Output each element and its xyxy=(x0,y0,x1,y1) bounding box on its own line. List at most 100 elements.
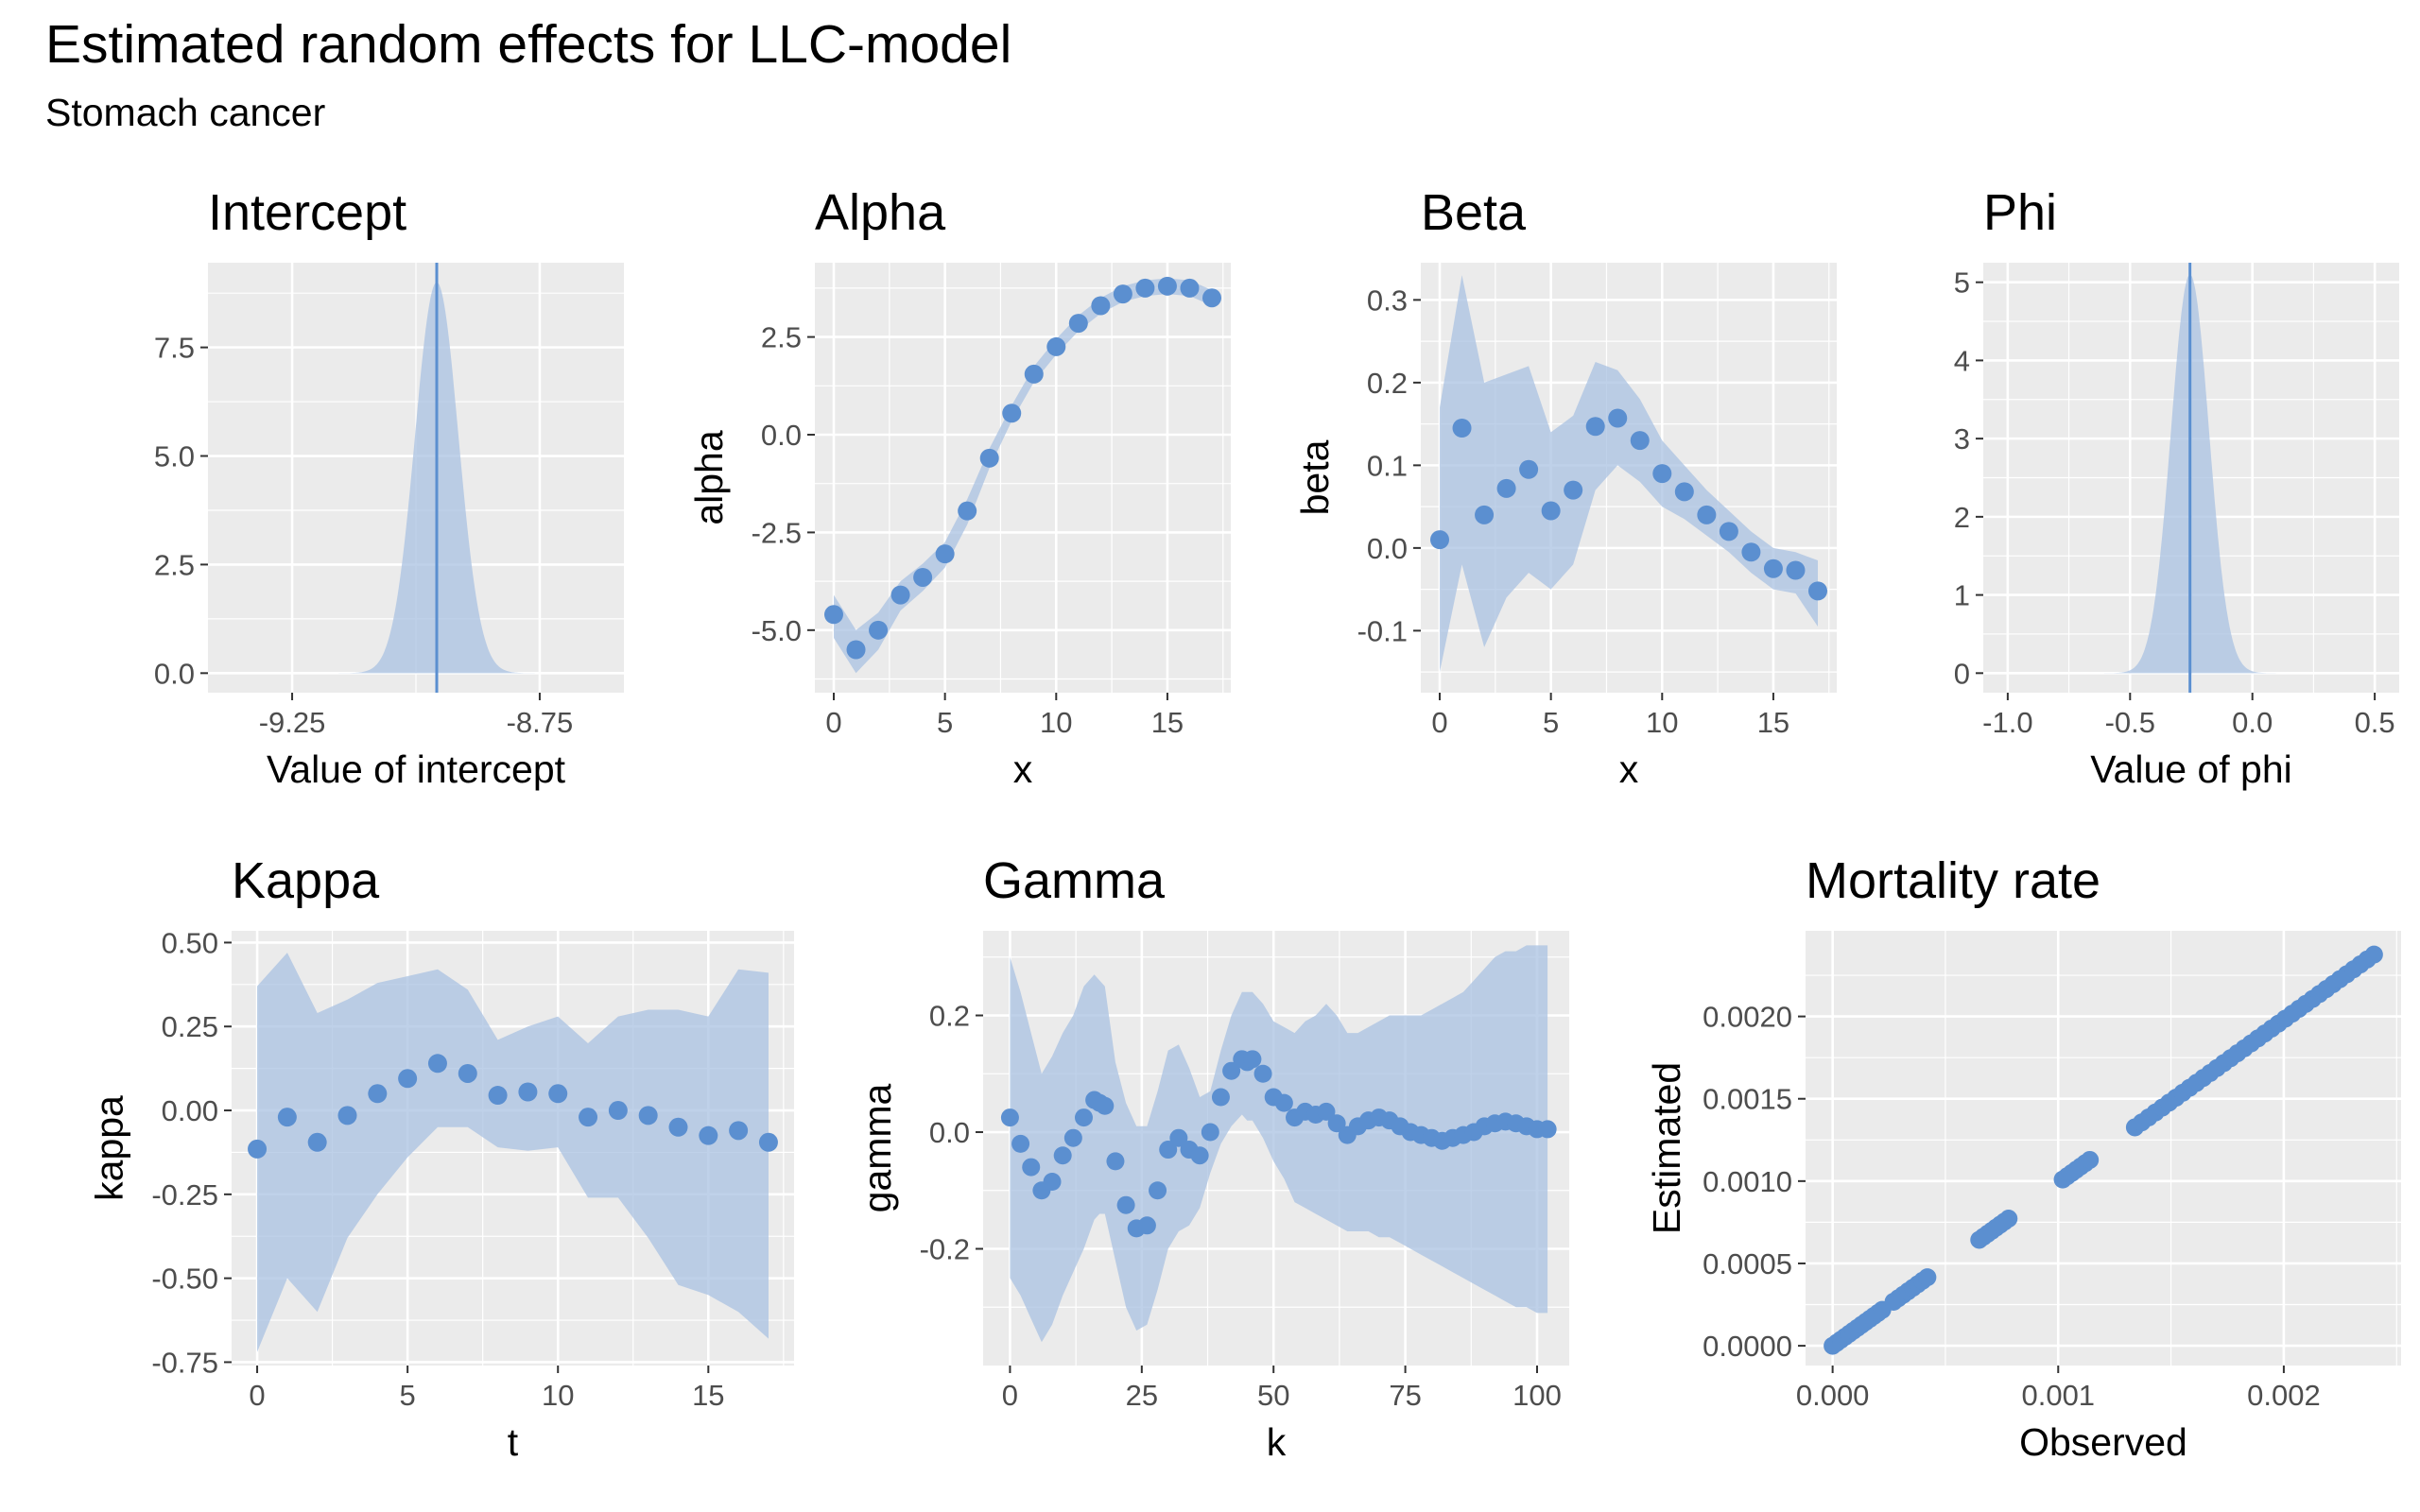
x-tick-label: -9.25 xyxy=(259,706,326,739)
credible-band xyxy=(1010,945,1548,1343)
y-axis-label: Estimated xyxy=(1645,1062,1688,1234)
y-tick-label: -5.0 xyxy=(752,614,802,647)
data-point xyxy=(1063,1128,1082,1147)
y-tick-label: -2.5 xyxy=(752,516,802,549)
data-point xyxy=(1024,364,1044,384)
facet-panel-kappa: 0 5 10 15 -0.75 -0.50 -0.25 0.00 0.25 0.50 Kappa t k… xyxy=(88,852,794,1464)
y-tick-label: 0.0 xyxy=(929,1116,970,1149)
x-tick-label: 0.5 xyxy=(2355,706,2395,739)
y-tick-label: -0.50 xyxy=(151,1263,218,1296)
y-tick-label: 0.00 xyxy=(162,1094,218,1127)
facet-panel-mortality-rate: 0.000 0.001 0.002 0.0000 0.0005 0.0010 0.0015 0… xyxy=(1645,852,2401,1464)
x-tick-label: 0 xyxy=(825,706,841,739)
y-tick-label: 0 xyxy=(1954,657,1970,690)
x-axis-label: t xyxy=(508,1420,519,1464)
y-tick-label: 3 xyxy=(1954,422,1970,455)
data-point xyxy=(1159,1141,1178,1160)
data-point xyxy=(638,1106,658,1125)
data-point xyxy=(758,1132,778,1152)
data-point xyxy=(1002,404,1022,423)
data-point xyxy=(1169,1128,1188,1147)
data-point xyxy=(729,1121,749,1141)
data-point xyxy=(277,1108,297,1127)
x-tick-label: 0 xyxy=(1002,1379,1018,1412)
data-point xyxy=(1074,1108,1093,1127)
data-point xyxy=(958,501,977,521)
x-tick-label: 0.002 xyxy=(2247,1379,2321,1412)
x-tick-label: 15 xyxy=(1151,706,1184,739)
data-point xyxy=(1116,1195,1135,1214)
data-point xyxy=(1999,1210,2018,1228)
x-tick-label: 100 xyxy=(1512,1379,1562,1412)
facet-panel-phi: -1.0 -0.5 0.0 0.5 0 1 2 3 4 5 Phi Value of phi xyxy=(1954,184,2399,791)
y-tick-label: 0.3 xyxy=(1367,284,1408,317)
data-point xyxy=(1022,1158,1041,1177)
y-tick-label: -0.1 xyxy=(1357,614,1408,647)
data-point xyxy=(518,1082,538,1102)
data-point xyxy=(1068,314,1088,334)
facet-panel-alpha: 0 5 10 15 -5.0 -2.5 0.0 2.5 Alpha x alpha xyxy=(687,184,1231,791)
y-tick-label: -0.2 xyxy=(920,1233,970,1266)
data-point xyxy=(548,1084,568,1104)
data-point xyxy=(458,1063,477,1083)
credible-band xyxy=(257,953,769,1352)
data-point xyxy=(398,1069,418,1089)
data-point xyxy=(1719,522,1738,541)
x-tick-label: -8.75 xyxy=(507,706,574,739)
data-point xyxy=(1674,482,1694,502)
panel-title: Beta xyxy=(1421,184,1527,241)
data-point xyxy=(2081,1150,2100,1169)
data-point xyxy=(699,1125,718,1145)
data-point xyxy=(1202,288,1221,308)
data-point xyxy=(1053,1146,1072,1165)
data-point xyxy=(1763,558,1783,578)
panel-title: Phi xyxy=(1983,184,2057,241)
data-point xyxy=(1043,1173,1062,1192)
data-point xyxy=(1157,276,1177,296)
y-tick-label: 2.5 xyxy=(761,321,802,354)
data-point xyxy=(1652,464,1672,484)
data-point xyxy=(1585,417,1605,437)
y-tick-label: 0.0005 xyxy=(1703,1247,1792,1280)
x-tick-label: -0.5 xyxy=(2105,706,2155,739)
data-point xyxy=(1211,1088,1230,1107)
data-point xyxy=(824,605,843,625)
y-tick-label: 2.5 xyxy=(154,548,195,581)
x-axis-label: x xyxy=(1013,747,1033,791)
panel-title: Alpha xyxy=(815,184,946,241)
data-point xyxy=(1496,478,1516,498)
credible-band xyxy=(1440,275,1818,673)
y-tick-label: 0.25 xyxy=(162,1010,218,1043)
y-tick-label: 0.1 xyxy=(1367,449,1408,482)
x-tick-label: 75 xyxy=(1389,1379,1421,1412)
data-point xyxy=(1274,1093,1293,1112)
y-tick-label: 0.2 xyxy=(929,1000,970,1033)
data-point xyxy=(1243,1050,1262,1069)
data-point xyxy=(579,1108,598,1127)
data-point xyxy=(846,640,866,660)
x-tick-label: 5 xyxy=(1543,706,1559,739)
data-point xyxy=(608,1101,628,1121)
x-tick-label: 10 xyxy=(1646,706,1678,739)
data-point xyxy=(1011,1134,1030,1153)
x-tick-label: 15 xyxy=(1757,706,1789,739)
data-point xyxy=(1253,1064,1272,1083)
y-tick-label: 5.0 xyxy=(154,440,195,473)
data-point xyxy=(1786,560,1806,580)
x-tick-label: 5 xyxy=(937,706,953,739)
x-axis-label: k xyxy=(1267,1420,1287,1464)
x-tick-label: 0 xyxy=(249,1379,265,1412)
data-point xyxy=(1137,1216,1156,1235)
x-tick-label: 10 xyxy=(542,1379,574,1412)
data-point xyxy=(1430,530,1449,550)
panel-title: Mortality rate xyxy=(1806,852,2100,909)
panel-title: Intercept xyxy=(208,184,406,241)
data-point xyxy=(1608,408,1628,428)
data-point xyxy=(1149,1181,1167,1200)
y-axis-label: alpha xyxy=(687,430,731,525)
y-tick-label: 0.0015 xyxy=(1703,1083,1792,1116)
data-point xyxy=(1000,1108,1019,1127)
data-point xyxy=(869,620,889,640)
y-tick-label: 0.0 xyxy=(154,657,195,690)
